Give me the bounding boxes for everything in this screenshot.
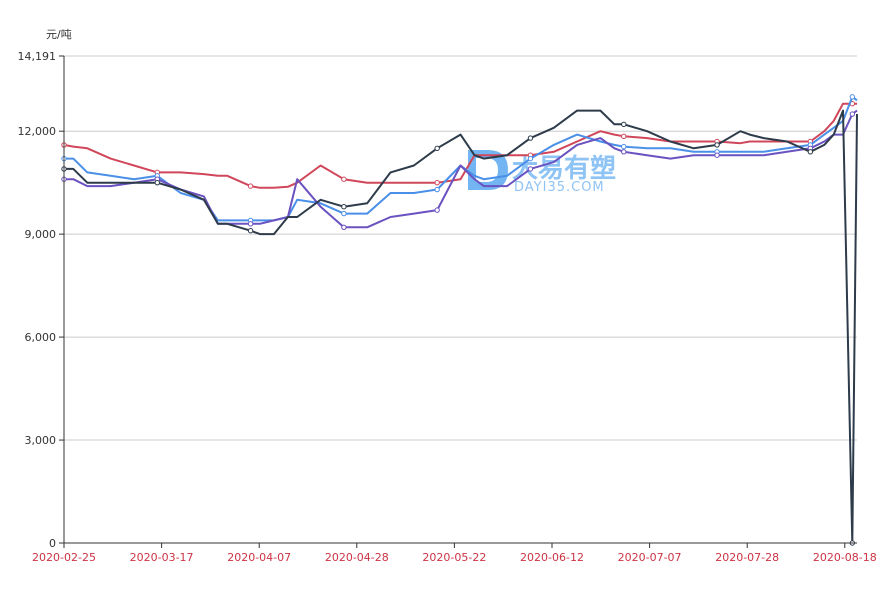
series-line-2 [64,109,858,229]
data-point[interactable] [849,111,856,117]
y-tick-label: 0 [49,537,56,550]
watermark-en: DAYI35.COM [514,180,605,195]
data-point[interactable] [807,149,814,155]
data-point[interactable] [434,186,440,193]
x-tick-label: 2020-08-18 [813,551,877,564]
data-point[interactable] [527,135,534,141]
data-point[interactable] [247,228,254,234]
data-point[interactable] [527,155,534,162]
x-tick-label: 2020-04-28 [325,551,389,564]
data-point[interactable] [247,183,254,189]
watermark: 大易有塑 DAYI35.COM [468,150,616,195]
data-point[interactable] [341,176,347,182]
data-point[interactable] [434,145,440,152]
x-tick-label: 2020-02-25 [32,551,96,564]
y-tick-label: 3,000 [25,434,57,447]
gridlines [64,55,857,544]
x-tick-label: 2020-05-22 [422,551,486,564]
y-tick-label: 12,000 [18,125,57,138]
data-point[interactable] [434,179,440,186]
watermark-logo-icon [468,150,508,190]
data-point[interactable] [154,179,160,186]
series-line-1 [64,95,858,222]
x-ticks: 2020-02-25 2020-03-17 2020-04-07 2020-04-28… [32,543,877,564]
series-line-0 [63,102,857,189]
data-point[interactable] [247,221,254,227]
data-point[interactable] [849,94,856,100]
x-tick-label: 2020-03-17 [130,551,194,564]
y-unit-label: 元/吨 [46,28,72,41]
series-group [61,94,858,546]
data-point[interactable] [341,210,347,217]
data-point[interactable] [714,142,720,148]
y-tick-label: 9,000 [25,228,57,241]
data-point[interactable] [621,143,627,150]
x-tick-label: 2020-04-07 [227,551,291,564]
data-point[interactable] [341,224,347,230]
data-point[interactable] [714,152,720,158]
axes [63,56,857,544]
x-tick-label: 2020-07-07 [618,551,682,564]
data-point[interactable] [527,166,534,172]
data-point[interactable] [621,149,627,155]
data-point[interactable] [621,133,627,140]
y-tick-label: 14,191 [18,50,57,63]
y-ticks: 0 3,000 6,000 9,000 12,000 14,191 [18,50,64,550]
data-point[interactable] [341,203,347,210]
x-tick-label: 2020-06-12 [520,551,584,564]
data-point[interactable] [621,121,627,128]
data-point[interactable] [434,207,440,213]
x-tick-label: 2020-07-28 [715,551,779,564]
y-tick-label: 6,000 [25,331,57,344]
series-line-3 [64,109,858,544]
